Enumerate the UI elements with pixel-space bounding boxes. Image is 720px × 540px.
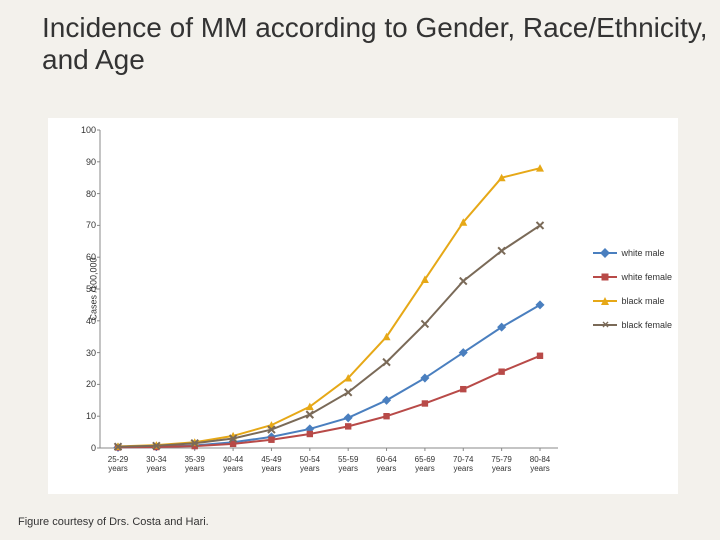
chart-container: Cases /100,000 0102030405060708090100 25… (48, 118, 678, 494)
series-line (118, 356, 540, 448)
legend-label: white male (621, 248, 664, 258)
legend-item: × black female (593, 318, 672, 332)
y-tick: 70 (76, 220, 96, 230)
y-tick: 60 (76, 252, 96, 262)
x-tick: 30-34years (138, 456, 174, 474)
y-tick: 40 (76, 316, 96, 326)
series-line (118, 305, 540, 447)
x-tick: 35-39years (177, 456, 213, 474)
y-tick: 50 (76, 284, 96, 294)
y-tick: 80 (76, 189, 96, 199)
legend-label: black male (621, 296, 664, 306)
series-line (118, 168, 540, 446)
legend-swatch: × (593, 318, 617, 332)
legend-swatch (593, 270, 617, 284)
x-tick: 60-64years (369, 456, 405, 474)
y-tick: 100 (76, 125, 96, 135)
x-tick: 25-29years (100, 456, 136, 474)
x-tick: 65-69years (407, 456, 443, 474)
page-title: Incidence of MM according to Gender, Rac… (42, 12, 720, 76)
x-tick: 50-54years (292, 456, 328, 474)
legend: white male white female black male × black f… (593, 246, 672, 342)
legend-item: black male (593, 294, 672, 308)
legend-swatch (593, 294, 617, 308)
line-chart (100, 130, 558, 448)
x-tick: 40-44years (215, 456, 251, 474)
x-tick: 70-74years (445, 456, 481, 474)
y-tick: 20 (76, 379, 96, 389)
y-tick: 90 (76, 157, 96, 167)
x-tick: 75-79years (484, 456, 520, 474)
y-tick: 10 (76, 411, 96, 421)
plot-area: Cases /100,000 0102030405060708090100 25… (100, 130, 558, 448)
y-tick: 30 (76, 348, 96, 358)
legend-item: white female (593, 270, 672, 284)
x-tick: 55-59years (330, 456, 366, 474)
figure-credit: Figure courtesy of Drs. Costa and Hari. (18, 516, 209, 528)
legend-swatch (593, 246, 617, 260)
legend-item: white male (593, 246, 672, 260)
series-line (118, 225, 540, 446)
y-tick: 0 (76, 443, 96, 453)
x-tick: 45-49years (253, 456, 289, 474)
legend-label: black female (621, 320, 672, 330)
x-tick: 80-84years (522, 456, 558, 474)
legend-label: white female (621, 272, 672, 282)
